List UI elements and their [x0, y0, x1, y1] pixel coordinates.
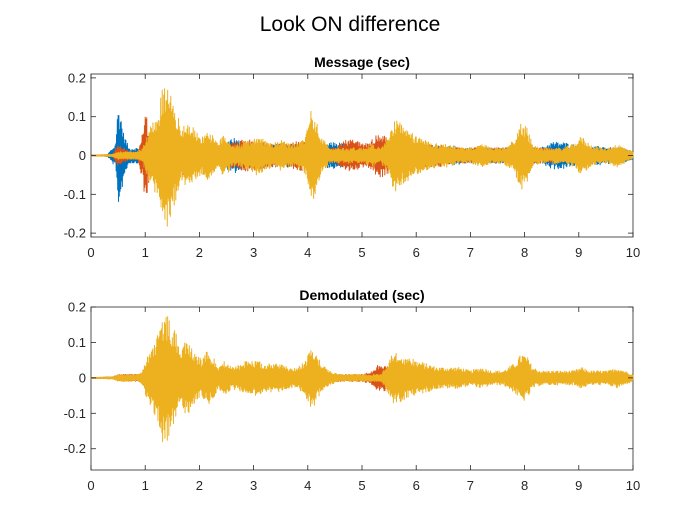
axes-message-xtick-label: 1 [142, 245, 149, 260]
axes-message-ytick-label: -0.2 [64, 226, 86, 241]
axes-message-xtick-label: 0 [87, 245, 94, 260]
axes-message-xtick-label: 7 [467, 245, 474, 260]
axes-message-xtick-label: 5 [358, 245, 365, 260]
axes-demodulated-xtick-label: 10 [626, 478, 640, 493]
axes-demodulated-ytick-label: -0.2 [64, 441, 86, 456]
axes-message-series-3 [90, 88, 634, 227]
axes-demodulated-xtick-label: 6 [413, 478, 420, 493]
axes-demodulated-ticks: 0 1 2 3 4 5 6 7 8 9 10 -0.2 -0.1 0 0.1 0.2 [64, 300, 641, 494]
axes-message-title: Message (sec) [314, 54, 410, 70]
axes-message-traces [90, 88, 634, 227]
axes-demodulated-xtick-label: 7 [467, 478, 474, 493]
axes-message: Message (sec) 0 1 2 3 4 5 6 7 8 9 10 -0.2 -0.1 0 0.1 0.… [64, 54, 641, 260]
axes-demodulated-xtick-label: 0 [87, 478, 94, 493]
axes-message-ytick-label: 0.1 [68, 109, 86, 124]
axes-message-xtick-label: 2 [196, 245, 203, 260]
axes-demodulated-xtick-label: 8 [521, 478, 528, 493]
axes-message-ticks: 0 1 2 3 4 5 6 7 8 9 10 -0.2 -0.1 0 0.1 0.2 [64, 70, 641, 260]
axes-message-xtick-label: 8 [521, 245, 528, 260]
axes-demodulated-ytick-label: 0 [79, 370, 86, 385]
axes-demodulated-series-3 [90, 316, 634, 443]
axes-message-xtick-label: 3 [250, 245, 257, 260]
axes-message-xtick-label: 6 [413, 245, 420, 260]
axes-message-ytick-label: 0.2 [68, 70, 86, 85]
axes-message-ytick-label: -0.1 [64, 187, 86, 202]
axes-demodulated-ytick-label: 0.2 [68, 300, 86, 315]
axes-demodulated-traces [90, 316, 634, 443]
axes-demodulated-ytick-label: -0.1 [64, 406, 86, 421]
axes-message-ytick-label: 0 [79, 148, 86, 163]
figure-title: Look ON difference [260, 13, 441, 36]
axes-demodulated: Demodulated (sec) 0 1 2 3 4 5 6 7 8 9 10-0.2-0.100… [64, 287, 641, 493]
axes-demodulated-xtick-label: 2 [196, 478, 203, 493]
axes-message-xtick-label: 9 [575, 245, 582, 260]
axes-demodulated-xtick-label: 1 [142, 478, 149, 493]
axes-demodulated-title: Demodulated (sec) [299, 287, 424, 303]
axes-demodulated-xtick-label: 3 [250, 478, 257, 493]
axes-message-xtick-label: 10 [626, 245, 640, 260]
axes-demodulated-xtick-label: 9 [575, 478, 582, 493]
axes-demodulated-xtick-label: 5 [358, 478, 365, 493]
axes-demodulated-xtick-label: 4 [304, 478, 311, 493]
axes-demodulated-ytick-label: 0.1 [68, 335, 86, 350]
axes-message-xtick-label: 4 [304, 245, 311, 260]
